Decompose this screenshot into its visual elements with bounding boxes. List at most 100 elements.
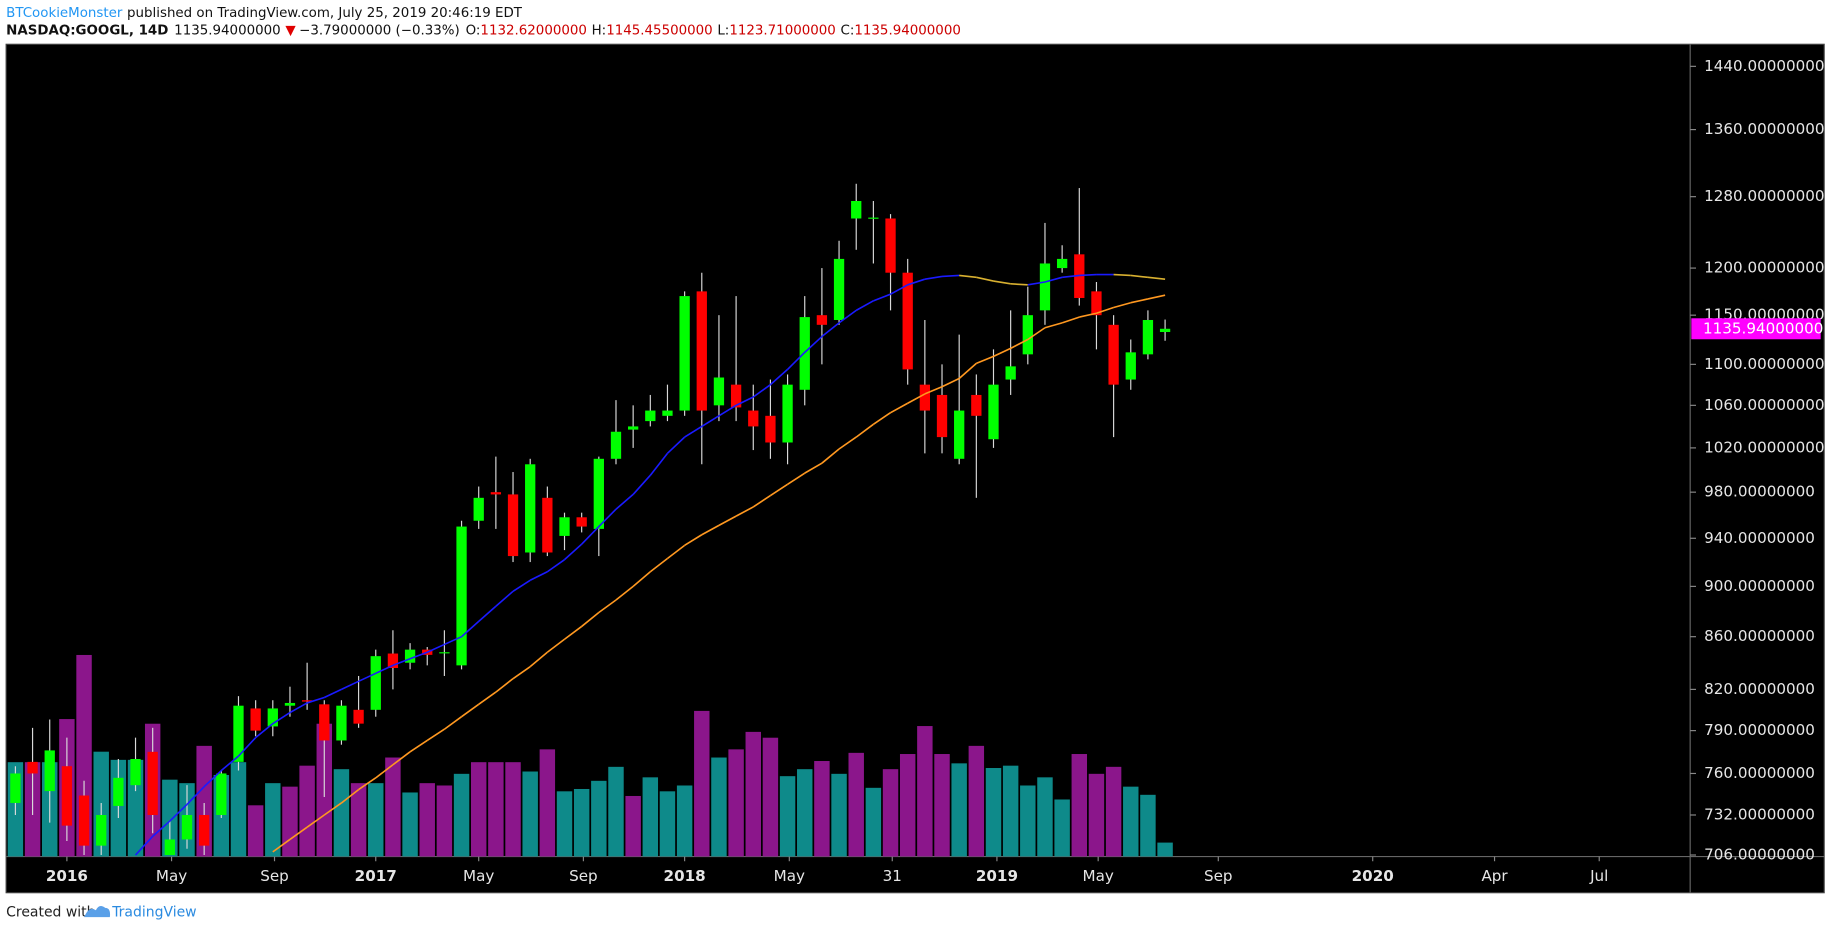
x-tick-label: Jul [1589, 867, 1608, 885]
moving-average [787, 472, 806, 485]
candle-body [130, 758, 141, 786]
y-tick-label: 1020.00000000 [1704, 438, 1824, 456]
moving-average [598, 508, 617, 528]
moving-average [718, 515, 737, 527]
plot-area [7, 183, 1173, 857]
moving-average [821, 322, 840, 338]
moving-average [564, 625, 583, 640]
moving-average [512, 579, 531, 592]
candle-body [473, 497, 484, 521]
volume-bar [848, 752, 864, 857]
candle-body [851, 200, 862, 219]
moving-average [409, 739, 428, 753]
moving-average [666, 544, 686, 560]
moving-average [1113, 301, 1131, 309]
ohlc-label: C: [841, 23, 855, 38]
volume-bar [934, 754, 950, 857]
moving-average [1079, 273, 1097, 277]
moving-average [976, 355, 994, 365]
y-tick-label: 1060.00000000 [1704, 396, 1824, 414]
volume-bar [488, 762, 504, 857]
footer-brand[interactable]: TradingView [111, 905, 196, 921]
moving-average [1027, 327, 1046, 341]
volume-bar [659, 791, 676, 857]
candle-body [1039, 263, 1051, 311]
moving-average [855, 423, 874, 438]
moving-average [478, 691, 497, 705]
volume-bar [779, 776, 796, 857]
moving-average [546, 558, 565, 573]
axes: 1440.00000000 1360.00000000 1280.00000000 1… [46, 57, 1825, 885]
moving-average [546, 638, 566, 653]
candle-body [954, 410, 965, 459]
moving-average [1044, 322, 1063, 329]
moving-average [1130, 298, 1149, 304]
moving-average [1061, 316, 1080, 324]
volume-bar [1002, 765, 1019, 857]
x-tick-label: 2019 [976, 867, 1018, 885]
moving-average [341, 680, 359, 691]
x-tick-label: 2017 [355, 867, 397, 885]
candle-body [27, 761, 38, 774]
y-tick-label: 1100.00000000 [1704, 355, 1824, 373]
y-tick-label: 1440.00000000 [1704, 57, 1824, 75]
volume-bar [247, 805, 264, 857]
volume-bar [350, 783, 367, 857]
moving-average [666, 436, 686, 454]
moving-average [581, 611, 600, 628]
volume-bar [265, 783, 281, 857]
candle-body [662, 410, 673, 416]
moving-average [941, 377, 960, 388]
candle-body [1159, 328, 1171, 333]
moving-average [959, 274, 977, 279]
candle-body [319, 704, 330, 741]
moving-average [615, 493, 634, 510]
volume-bar [1088, 773, 1105, 857]
moving-average [461, 703, 480, 718]
volume-bar [1157, 842, 1173, 857]
moving-average [684, 534, 703, 547]
moving-average [375, 664, 394, 675]
moving-average [392, 658, 411, 667]
moving-average [272, 711, 291, 725]
x-tick-label: 2018 [664, 867, 706, 885]
volume-bar [282, 786, 298, 857]
x-tick-label: May [1083, 867, 1114, 885]
y-tick-label: 940.00000000 [1704, 529, 1815, 547]
moving-average [529, 570, 548, 581]
moving-average [289, 826, 308, 841]
volume-bar [333, 769, 350, 857]
x-tick-label: Sep [1204, 867, 1233, 885]
moving-average [735, 396, 754, 407]
volume-bar [814, 761, 830, 857]
candle-body [387, 653, 399, 669]
volume-bar [1054, 799, 1070, 857]
candle-body [610, 431, 622, 459]
last-price: 1135.94000000 [174, 23, 281, 38]
author-link[interactable]: BTCookieMonster [6, 6, 123, 21]
y-tick-label: 1360.00000000 [1704, 120, 1824, 138]
footer-text: Created with [6, 905, 95, 921]
moving-average [478, 605, 497, 622]
symbol-line: NASDAQ:GOOGL, 14D 1135.94000000 ▼ −3.790000… [6, 23, 961, 38]
candle-body [44, 750, 55, 792]
moving-average [581, 525, 600, 545]
candle-body [971, 394, 982, 416]
candle-body [404, 649, 416, 663]
candle-body [1022, 315, 1033, 355]
moving-average [1010, 283, 1028, 286]
moving-average [1010, 338, 1029, 350]
x-tick-label: 31 [883, 867, 902, 885]
candle-body [885, 218, 896, 273]
moving-average [632, 474, 651, 495]
moving-average [907, 278, 926, 286]
y-tick-label: 732.00000000 [1704, 805, 1815, 823]
moving-average [976, 276, 994, 282]
candle-body [919, 384, 931, 411]
candle-body [868, 217, 879, 219]
moving-average [358, 672, 377, 683]
moving-average [134, 835, 154, 856]
volume-bar [865, 787, 882, 857]
moving-average [804, 335, 823, 353]
moving-average [718, 404, 737, 417]
